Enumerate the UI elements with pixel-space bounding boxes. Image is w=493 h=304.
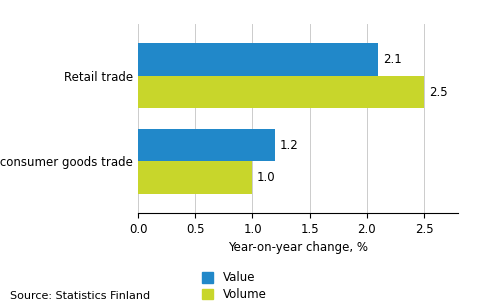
X-axis label: Year-on-year change, %: Year-on-year change, % [228,241,368,254]
Legend: Value, Volume: Value, Volume [202,271,267,301]
Bar [138,43,379,76]
Text: 2.1: 2.1 [383,53,402,66]
Bar [138,129,276,161]
Bar [138,161,252,194]
Text: Source: Statistics Finland: Source: Statistics Finland [10,291,150,301]
Text: 1.2: 1.2 [280,139,299,152]
Bar [138,76,424,108]
Text: 1.0: 1.0 [257,171,276,184]
Text: 2.5: 2.5 [429,85,447,98]
